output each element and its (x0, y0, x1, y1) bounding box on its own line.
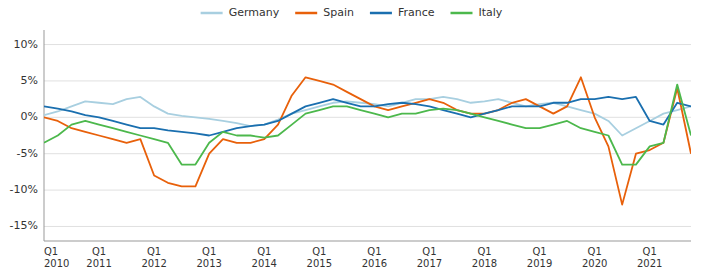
legend: Germany Spain France Italy (201, 6, 503, 19)
y-tick-label: 0% (21, 110, 38, 123)
x-axis: Q12010 Q12011 Q12012 Q12013 Q12014 Q12015 Q120… (44, 246, 662, 269)
chart: -15%-10%-5%0%5%10%Q12010Q12011Q12012Q120… (0, 0, 703, 277)
x-tick-label: Q12018 (472, 246, 497, 269)
legend-swatch (201, 12, 223, 15)
series-line (44, 97, 691, 136)
y-tick-label: 5% (21, 74, 38, 87)
series-line (44, 85, 691, 165)
legend-label: Germany (229, 6, 280, 19)
y-tick-label: -15% (10, 219, 38, 232)
x-tick-label: Q12012 (141, 246, 166, 269)
grid (44, 45, 691, 227)
plot-area (44, 77, 691, 204)
x-tick-label: Q12010 (44, 246, 69, 269)
legend-item: Spain (295, 6, 354, 19)
legend-swatch (370, 12, 392, 15)
legend-label: France (398, 6, 435, 19)
legend-label: Spain (323, 6, 354, 19)
y-tick-label: -5% (17, 147, 38, 160)
x-tick-label: Q12016 (362, 246, 387, 269)
y-tick-label: -10% (10, 183, 38, 196)
x-tick-label: Q12019 (527, 246, 552, 269)
grid-line (44, 44, 691, 45)
series-line (44, 77, 691, 204)
y-axis: -15% -10% -5% 0% 5% 10% (10, 38, 38, 233)
x-tick-label: Q12017 (417, 246, 442, 269)
legend-item: France (370, 6, 435, 19)
x-tick-label: Q12020 (582, 246, 607, 269)
x-axis-line (44, 241, 691, 242)
legend-label: Italy (479, 6, 503, 19)
legend-swatch (295, 12, 317, 15)
grid-line (44, 226, 691, 227)
legend-swatch (451, 12, 473, 15)
grid-line (44, 153, 691, 154)
grid-line (44, 80, 691, 81)
x-tick-label: Q12014 (252, 246, 277, 269)
legend-item: Germany (201, 6, 280, 19)
grid-line (44, 190, 691, 191)
x-tick-label: Q12013 (196, 246, 221, 269)
y-axis-line (44, 30, 45, 241)
x-tick-label: Q12011 (86, 246, 111, 269)
y-tick-label: 10% (14, 38, 38, 51)
x-tick-label: Q12021 (637, 246, 662, 269)
legend-item: Italy (451, 6, 503, 19)
x-tick-label: Q12015 (307, 246, 332, 269)
